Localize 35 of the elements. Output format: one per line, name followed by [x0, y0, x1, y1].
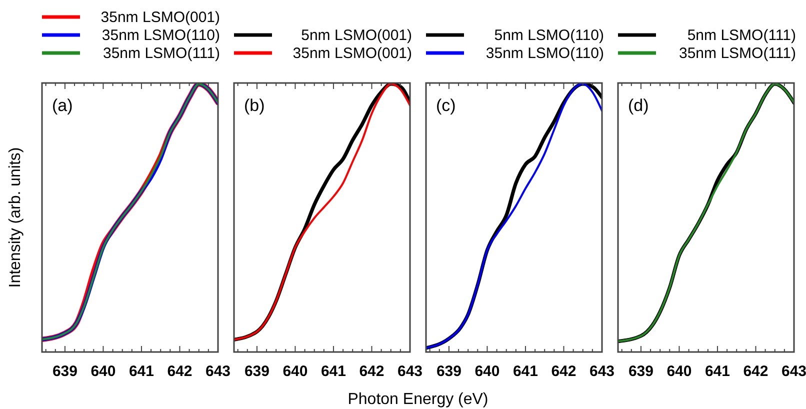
- x-tick-label: 643: [781, 363, 806, 380]
- legend-label: 35nm LSMO(110): [102, 27, 220, 44]
- x-tick-label: 641: [704, 363, 730, 380]
- annotation: (b): [244, 96, 265, 115]
- legend-label: 35nm LSMO(111): [679, 45, 796, 62]
- annotation: (c): [436, 96, 456, 115]
- x-axis-title: Photon Energy (eV): [348, 391, 488, 408]
- x-tick-label: 642: [167, 363, 192, 380]
- legend-label: 35nm LSMO(001): [100, 9, 220, 26]
- legend-label: 5nm LSMO(111): [687, 27, 796, 44]
- x-tick-label: 639: [244, 363, 270, 380]
- annotation: (d): [628, 96, 649, 115]
- legend-label: 5nm LSMO(001): [301, 27, 412, 44]
- x-tick-label: 643: [397, 363, 423, 380]
- x-tick-label: 643: [589, 363, 615, 380]
- x-tick-label: 640: [282, 363, 308, 380]
- x-tick-label: 642: [359, 363, 384, 380]
- legend-label: 35nm LSMO(110): [486, 45, 604, 62]
- x-tick-label: 640: [474, 363, 500, 380]
- x-tick-label: 640: [666, 363, 692, 380]
- x-tick-label: 641: [128, 363, 154, 380]
- x-tick-label: 640: [90, 363, 116, 380]
- legend-label: 35nm LSMO(111): [103, 45, 220, 62]
- x-tick-label: 639: [628, 363, 654, 380]
- x-tick-label: 639: [52, 363, 78, 380]
- annotation: (a): [52, 96, 73, 115]
- x-tick-label: 641: [512, 363, 538, 380]
- y-axis-title: Intensity (arb. units): [7, 147, 24, 288]
- x-tick-label: 639: [436, 363, 462, 380]
- x-tick-label: 642: [743, 363, 768, 380]
- x-tick-label: 643: [205, 363, 231, 380]
- legend-label: 35nm LSMO(001): [292, 45, 412, 62]
- x-tick-label: 642: [551, 363, 576, 380]
- legend-label: 5nm LSMO(110): [494, 27, 604, 44]
- x-tick-label: 641: [320, 363, 346, 380]
